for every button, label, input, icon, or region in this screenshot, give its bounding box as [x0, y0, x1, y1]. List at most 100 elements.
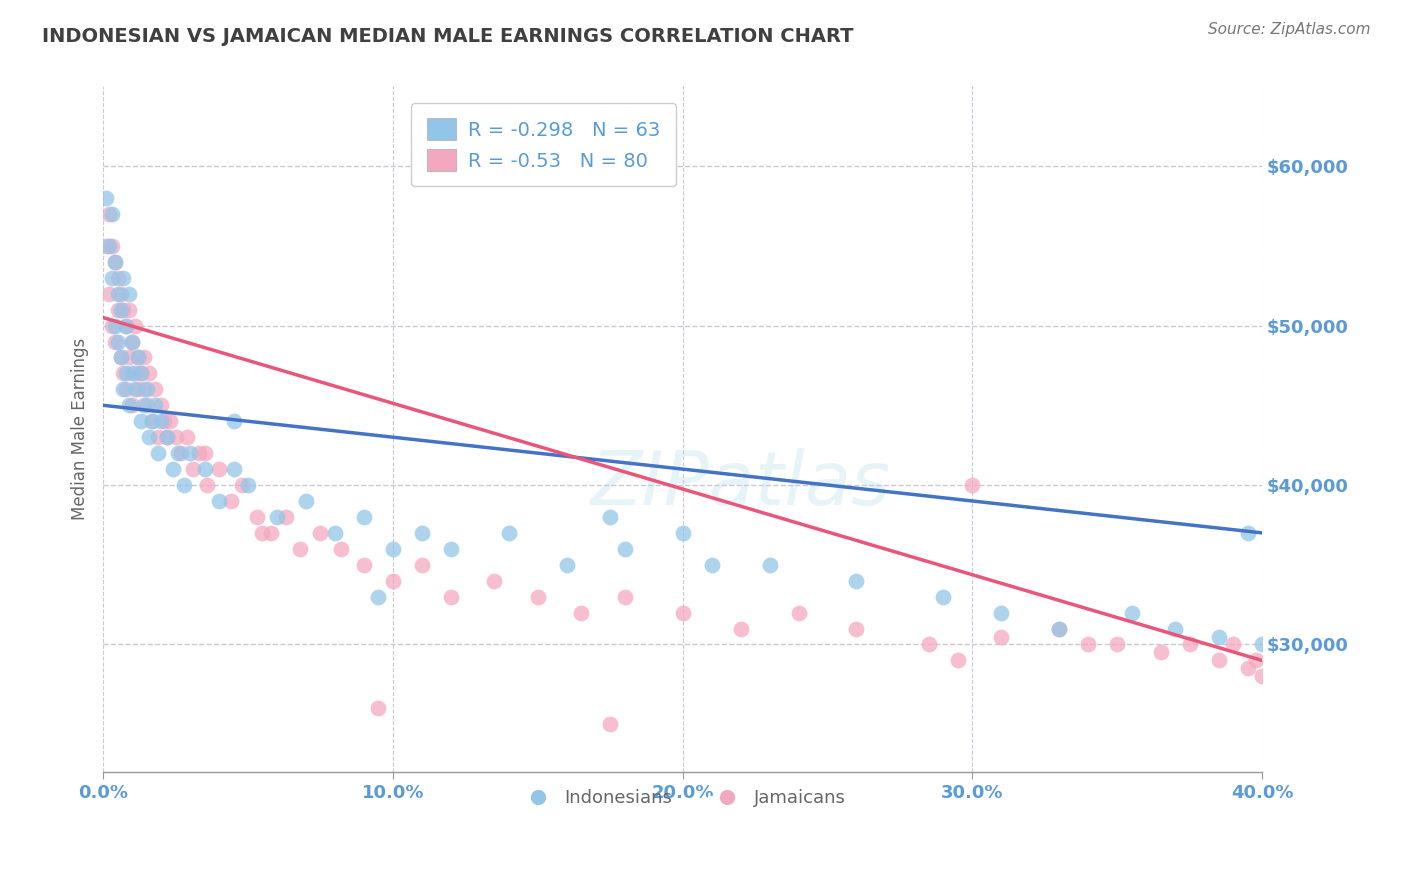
Point: [127, 351, 149, 365]
Point: [236, 478, 259, 492]
Legend: Indonesians, Jamaicans: Indonesians, Jamaicans: [512, 782, 853, 814]
Point: [148, 446, 170, 460]
Point: [266, 510, 288, 524]
Point: [1208, 630, 1230, 644]
Point: [132, 398, 155, 412]
Point: [193, 462, 215, 476]
Point: [121, 367, 143, 381]
Point: [121, 398, 143, 412]
Point: [156, 430, 179, 444]
Point: [150, 414, 173, 428]
Point: [962, 478, 984, 492]
Point: [1236, 525, 1258, 540]
Point: [150, 398, 173, 412]
Point: [112, 270, 135, 285]
Point: [274, 510, 297, 524]
Point: [197, 478, 219, 492]
Point: [118, 302, 141, 317]
Point: [1246, 653, 1268, 667]
Point: [179, 446, 201, 460]
Point: [104, 334, 127, 349]
Point: [129, 367, 152, 381]
Point: [613, 541, 636, 556]
Point: [1164, 622, 1187, 636]
Point: [143, 398, 166, 412]
Point: [170, 446, 193, 460]
Point: [132, 351, 155, 365]
Point: [101, 318, 124, 333]
Point: [381, 574, 404, 588]
Point: [222, 462, 245, 476]
Point: [1121, 606, 1143, 620]
Point: [127, 382, 149, 396]
Point: [97, 286, 120, 301]
Point: [129, 367, 152, 381]
Point: [129, 414, 152, 428]
Point: [411, 558, 433, 572]
Point: [138, 367, 160, 381]
Point: [115, 367, 138, 381]
Point: [118, 351, 141, 365]
Point: [110, 286, 132, 301]
Point: [700, 558, 723, 572]
Point: [440, 590, 463, 604]
Point: [730, 622, 752, 636]
Point: [118, 398, 141, 412]
Point: [141, 414, 163, 428]
Point: [101, 239, 124, 253]
Point: [208, 494, 231, 508]
Point: [94, 239, 117, 253]
Point: [990, 630, 1012, 644]
Point: [124, 367, 146, 381]
Point: [115, 382, 138, 396]
Point: [1236, 661, 1258, 675]
Point: [367, 590, 389, 604]
Point: [118, 286, 141, 301]
Point: [138, 430, 160, 444]
Point: [101, 207, 124, 221]
Point: [121, 334, 143, 349]
Point: [231, 478, 253, 492]
Point: [246, 510, 269, 524]
Point: [1150, 645, 1173, 659]
Point: [353, 510, 375, 524]
Point: [1047, 622, 1070, 636]
Point: [252, 525, 274, 540]
Point: [613, 590, 636, 604]
Point: [101, 270, 124, 285]
Point: [112, 367, 135, 381]
Point: [946, 653, 969, 667]
Point: [1047, 622, 1070, 636]
Point: [110, 351, 132, 365]
Point: [132, 382, 155, 396]
Point: [107, 270, 129, 285]
Point: [148, 430, 170, 444]
Point: [787, 606, 810, 620]
Point: [143, 382, 166, 396]
Point: [845, 574, 868, 588]
Point: [498, 525, 520, 540]
Point: [94, 191, 117, 205]
Point: [323, 525, 346, 540]
Point: [918, 638, 941, 652]
Point: [671, 525, 693, 540]
Point: [1222, 638, 1244, 652]
Point: [162, 462, 184, 476]
Point: [173, 478, 195, 492]
Point: [110, 302, 132, 317]
Point: [260, 525, 283, 540]
Point: [107, 286, 129, 301]
Point: [845, 622, 868, 636]
Point: [124, 382, 146, 396]
Point: [758, 558, 780, 572]
Point: [112, 382, 135, 396]
Point: [141, 414, 163, 428]
Point: [187, 446, 209, 460]
Point: [1251, 669, 1274, 683]
Point: [555, 558, 578, 572]
Point: [329, 541, 352, 556]
Point: [124, 318, 146, 333]
Point: [135, 398, 157, 412]
Point: [181, 462, 204, 476]
Point: [112, 302, 135, 317]
